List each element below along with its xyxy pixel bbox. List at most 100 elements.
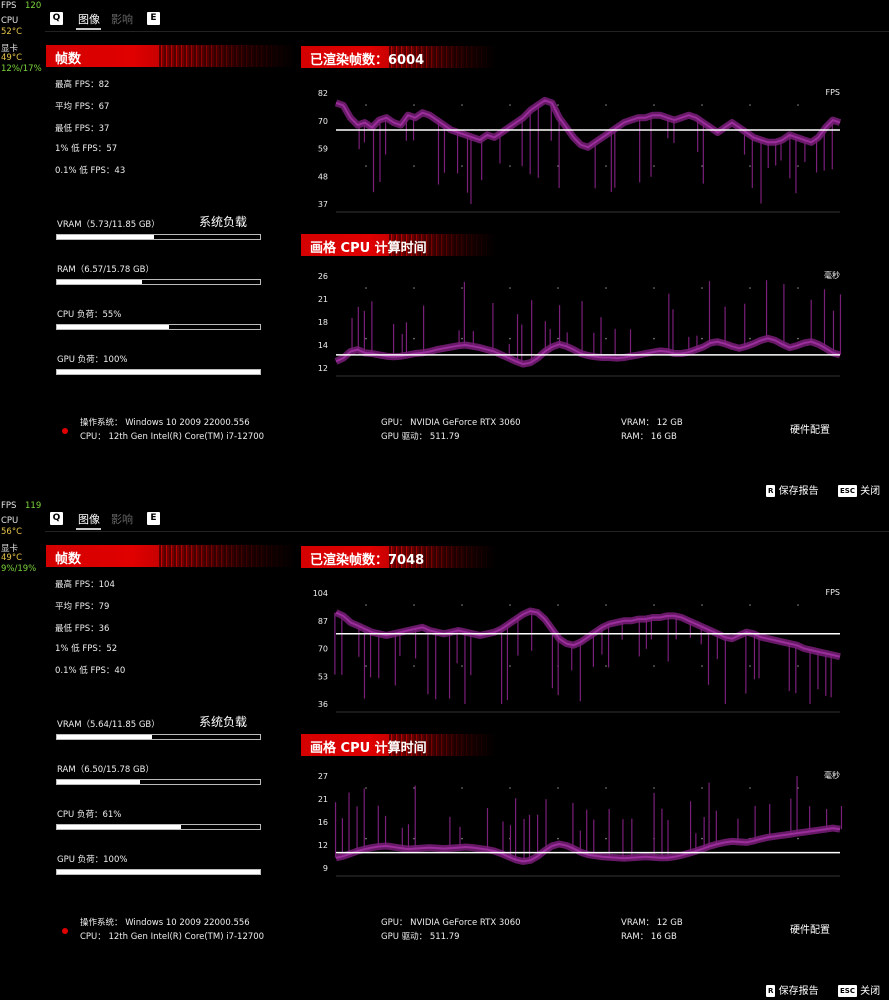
overlay-cpu-label: CPU xyxy=(1,16,19,26)
grid-dot xyxy=(509,337,511,340)
banner-texture xyxy=(389,234,497,256)
vram-bar xyxy=(56,234,261,240)
tab-effect[interactable]: 影响 xyxy=(111,513,133,526)
close-button[interactable]: ESC 关闭 xyxy=(838,982,880,997)
grid-dot xyxy=(701,337,703,340)
frames-banner: 帧数 xyxy=(46,45,296,67)
hw-gpu: GPU： NVIDIA GeForce RTX 3060 xyxy=(381,418,521,428)
fps-chart: 104 87 70 53 36 FPS xyxy=(313,588,841,713)
grid-dot xyxy=(557,604,559,606)
hw-gpu-driver: GPU 驱动： 511.79 xyxy=(381,432,460,442)
grid-dot xyxy=(509,104,511,106)
tab-prev-key-q[interactable]: Q xyxy=(50,512,63,525)
y-tick-label: 36 xyxy=(318,700,328,709)
fps-chart: 82 70 59 48 37 FPS xyxy=(318,88,842,213)
vram-label: VRAM（5.64/11.85 GB） xyxy=(57,720,160,730)
grid-dot xyxy=(653,287,655,289)
overlay-gpu-temp: 49°C xyxy=(1,553,23,563)
y-tick-label: 48 xyxy=(318,172,328,181)
unit-label: FPS xyxy=(825,588,840,597)
grid-dot xyxy=(365,665,367,667)
banner-texture xyxy=(158,45,296,67)
close-button[interactable]: ESC 关闭 xyxy=(838,482,880,497)
esc-key: ESC xyxy=(838,485,857,497)
grid-dot xyxy=(653,787,655,789)
grid-dot xyxy=(509,165,511,167)
grid-dot xyxy=(605,837,607,840)
y-tick-label: 18 xyxy=(318,318,328,327)
overlay-fps-label: FPS xyxy=(1,1,17,11)
grid-dot xyxy=(797,104,799,106)
cpu-time-chart: 27 21 16 12 9 毫秒 xyxy=(318,770,843,877)
vram-bar xyxy=(56,734,261,740)
grid-dot xyxy=(701,287,703,289)
benchmark-panel-2: FPS 119 CPU 56°C 显卡 49°C 9%/19% Q 图像 影响 … xyxy=(0,500,889,1000)
hw-os: 操作系统： Windows 10 2009 22000.556 xyxy=(80,418,250,428)
grid-dot xyxy=(701,104,703,106)
grid-dot xyxy=(653,165,655,167)
grid-dot xyxy=(461,665,463,667)
tab-image-underline xyxy=(76,28,101,30)
grid-dot xyxy=(749,337,751,340)
stat-max-fps: 最高 FPS：82 xyxy=(55,80,110,90)
grid-dot xyxy=(605,287,607,289)
esc-key: ESC xyxy=(838,985,857,997)
grid-dot xyxy=(797,337,799,340)
frames-title: 帧数 xyxy=(55,552,82,567)
hw-gpu: GPU： NVIDIA GeForce RTX 3060 xyxy=(381,918,521,928)
stat-01pct-low-fps: 0.1% 低 FPS：43 xyxy=(55,166,126,176)
grid-dot xyxy=(749,604,751,606)
grid-dot xyxy=(701,837,703,840)
cpu-load-bar-fill xyxy=(57,825,181,829)
grid-dot xyxy=(413,165,415,167)
ram-label: RAM（6.50/15.78 GB） xyxy=(57,765,154,775)
grid-dot xyxy=(653,337,655,340)
grid-dot xyxy=(701,787,703,789)
frames-title: 帧数 xyxy=(55,52,82,67)
save-key-r: R xyxy=(766,485,776,497)
status-dot xyxy=(62,428,68,434)
y-tick-label: 82 xyxy=(318,89,328,98)
grid-dot xyxy=(509,665,511,667)
tab-prev-key-q[interactable]: Q xyxy=(50,12,63,25)
grid-dot xyxy=(365,337,367,340)
gpu-load-bar xyxy=(56,369,261,375)
tab-image[interactable]: 图像 xyxy=(78,13,100,26)
save-report-button[interactable]: R 保存报告 xyxy=(766,482,819,497)
overlay-gpu-temp: 49°C xyxy=(1,53,23,63)
rendered-frames-title: 已渲染帧数：6004 xyxy=(310,53,425,68)
tab-effect[interactable]: 影响 xyxy=(111,13,133,26)
save-key-r: R xyxy=(766,985,776,997)
system-load-title: 系统负载 xyxy=(199,215,248,229)
tab-next-key-e[interactable]: E xyxy=(147,512,160,525)
hardware-config-label: 硬件配置 xyxy=(790,925,830,936)
overlay-cpu-temp: 52°C xyxy=(1,27,23,37)
cpu-load-bar xyxy=(56,824,261,830)
ram-label: RAM（6.57/15.78 GB） xyxy=(57,265,154,275)
stat-01pct-low-fps: 0.1% 低 FPS：40 xyxy=(55,666,126,676)
grid-dot xyxy=(701,165,703,167)
grid-dot xyxy=(461,287,463,289)
cpu-time-title: 画格 CPU 计算时间 xyxy=(310,741,427,756)
hw-cpu: CPU： 12th Gen Intel(R) Core(TM) i7-12700 xyxy=(80,932,265,942)
tab-next-key-e[interactable]: E xyxy=(147,12,160,25)
y-tick-label: 37 xyxy=(318,200,328,209)
status-dot xyxy=(62,928,68,934)
rendered-frames-banner: 已渲染帧数：6004 xyxy=(301,46,497,68)
grid-dot xyxy=(365,837,367,840)
rendered-frames-title: 已渲染帧数：7048 xyxy=(310,553,425,568)
grid-dot xyxy=(413,665,415,667)
stat-avg-fps: 平均 FPS：79 xyxy=(55,602,110,612)
unit-label: 毫秒 xyxy=(824,770,840,780)
stat-min-fps: 最低 FPS：37 xyxy=(55,124,110,134)
tab-image[interactable]: 图像 xyxy=(78,513,100,526)
cpu-time-chart: 26 21 18 14 12 毫秒 xyxy=(318,270,842,377)
grid-dot xyxy=(365,287,367,289)
banner-texture xyxy=(389,46,497,68)
banner-texture xyxy=(158,545,296,567)
save-report-button[interactable]: R 保存报告 xyxy=(766,982,819,997)
unit-label: 毫秒 xyxy=(824,270,840,280)
hw-ram: RAM： 16 GB xyxy=(621,432,677,442)
ram-bar-fill xyxy=(57,780,141,784)
y-tick-label: 27 xyxy=(318,772,328,781)
